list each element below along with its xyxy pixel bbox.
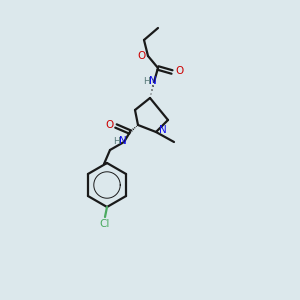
Text: O: O [105,120,113,130]
Text: H: H [112,136,119,146]
Text: O: O [138,51,146,61]
Text: N: N [159,125,167,135]
Text: N: N [149,76,157,86]
Text: N: N [119,136,127,146]
Text: H: H [142,76,149,85]
Text: Cl: Cl [100,219,110,229]
Text: O: O [175,66,183,76]
